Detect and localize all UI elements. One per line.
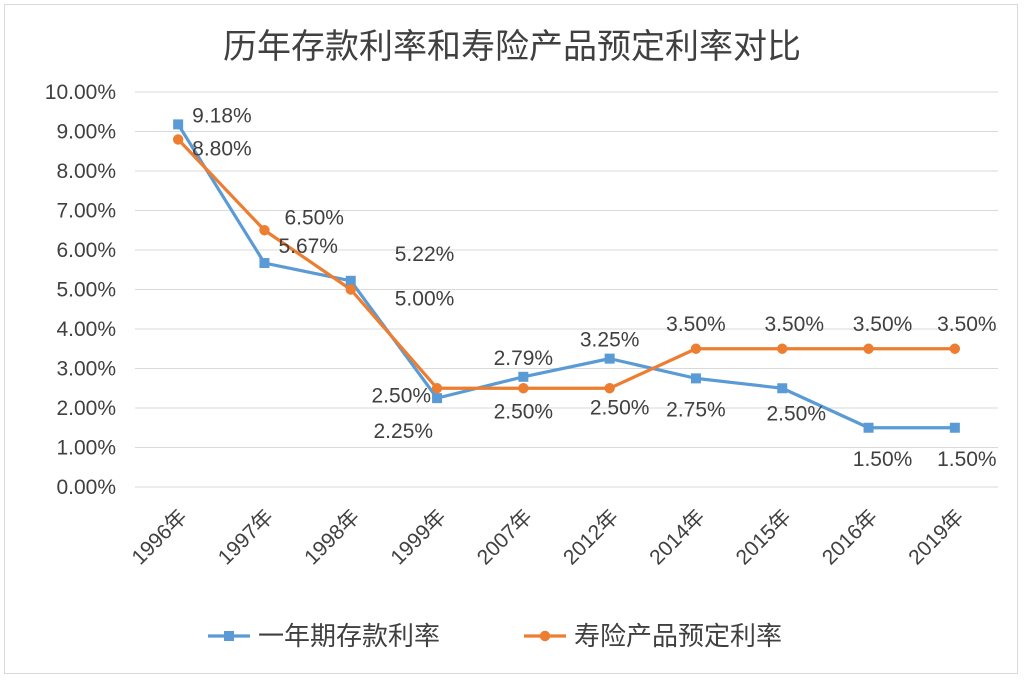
deposit-rate-data-label: 2.50% — [766, 402, 826, 425]
insurance-rate-point — [604, 383, 615, 394]
insurance-rate-point — [431, 383, 443, 394]
insurance-rate-point — [690, 343, 702, 354]
insurance-rate-point — [949, 343, 961, 354]
deposit-rate-data-label: 1.50% — [937, 448, 997, 471]
y-tick-label: 7.00% — [56, 200, 116, 223]
x-tick-label: 2019年 — [904, 505, 968, 569]
insurance-rate-data-label: 2.50% — [494, 400, 554, 423]
x-tick-label: 1998年 — [300, 505, 364, 569]
insurance-rate-data-label: 2.50% — [590, 396, 650, 419]
y-tick-label: 4.00% — [56, 318, 116, 341]
y-tick-label: 0.00% — [56, 476, 116, 499]
x-tick-label: 2014年 — [645, 505, 709, 569]
insurance-rate-data-label: 3.50% — [937, 313, 997, 336]
deposit-rate-point — [690, 373, 701, 384]
insurance-rate-point — [863, 343, 874, 354]
deposit-rate-data-label: 3.25% — [580, 329, 640, 352]
y-tick-label: 1.00% — [56, 437, 116, 460]
deposit-rate-line — [176, 123, 955, 430]
deposit-rate-data-label: 2.75% — [666, 398, 726, 421]
legend-square-marker — [224, 631, 234, 641]
deposit-rate-point — [949, 422, 960, 433]
deposit-rate-data-label: 9.18% — [192, 104, 252, 127]
insurance-rate-data-label: 6.50% — [284, 206, 344, 229]
legend-deposit-rate: 一年期存款利率 — [258, 622, 440, 652]
deposit-rate-point — [777, 383, 788, 394]
legend-circle-marker — [539, 630, 551, 642]
insurance-rate-point — [777, 343, 788, 354]
y-tick-label: 5.00% — [56, 279, 116, 302]
insurance-rate-data-label: 3.50% — [666, 313, 726, 336]
x-tick-label: 1997年 — [214, 505, 278, 569]
deposit-rate-point — [604, 353, 615, 364]
y-tick-label: 6.00% — [56, 239, 116, 262]
y-tick-label: 10.00% — [45, 81, 116, 104]
x-tick-label: 2007年 — [473, 505, 537, 569]
x-tick-label: 2015年 — [732, 505, 796, 569]
y-tick-label: 8.00% — [56, 160, 116, 183]
x-tick-label: 2012年 — [559, 505, 623, 569]
insurance-rate-point — [518, 383, 529, 394]
y-tick-label: 9.00% — [56, 121, 116, 144]
insurance-rate-data-label: 3.50% — [764, 313, 824, 336]
deposit-rate-data-label: 2.79% — [494, 347, 554, 370]
legend-insurance-rate: 寿险产品预定利率 — [574, 622, 782, 652]
y-tick-label: 3.00% — [56, 358, 116, 381]
insurance-rate-data-label: 8.80% — [192, 137, 252, 160]
insurance-rate-data-label: 3.50% — [853, 313, 913, 336]
deposit-rate-point — [345, 275, 356, 286]
deposit-rate-data-label: 2.25% — [374, 420, 434, 443]
deposit-rate-data-label: 1.50% — [853, 448, 913, 471]
insurance-rate-data-label: 5.00% — [395, 288, 455, 311]
deposit-rate-data-label: 5.22% — [395, 243, 455, 266]
insurance-rate-data-label: 2.50% — [372, 384, 432, 407]
insurance-rate-point — [172, 134, 184, 145]
legend: 一年期存款利率 寿险产品预定利率 — [208, 622, 782, 652]
deposit-rate-point — [259, 258, 270, 269]
deposit-rate-point — [173, 119, 184, 130]
deposit-rate-point — [432, 393, 443, 404]
chart-title: 历年存款利率和寿险产品预定利率对比 — [223, 27, 801, 67]
insurance-rate-line — [176, 138, 955, 390]
deposit-rate-data-label: 5.67% — [278, 235, 338, 258]
deposit-rate-point — [518, 371, 529, 382]
x-tick-label: 1999年 — [386, 505, 450, 569]
insurance-rate-point — [345, 284, 356, 295]
y-tick-label: 2.00% — [56, 397, 116, 420]
insurance-rate-point — [259, 225, 270, 236]
x-tick-label: 1996年 — [128, 505, 192, 569]
chart-frame — [4, 4, 1018, 674]
x-tick-label: 2016年 — [818, 505, 882, 569]
deposit-rate-point — [863, 422, 874, 433]
